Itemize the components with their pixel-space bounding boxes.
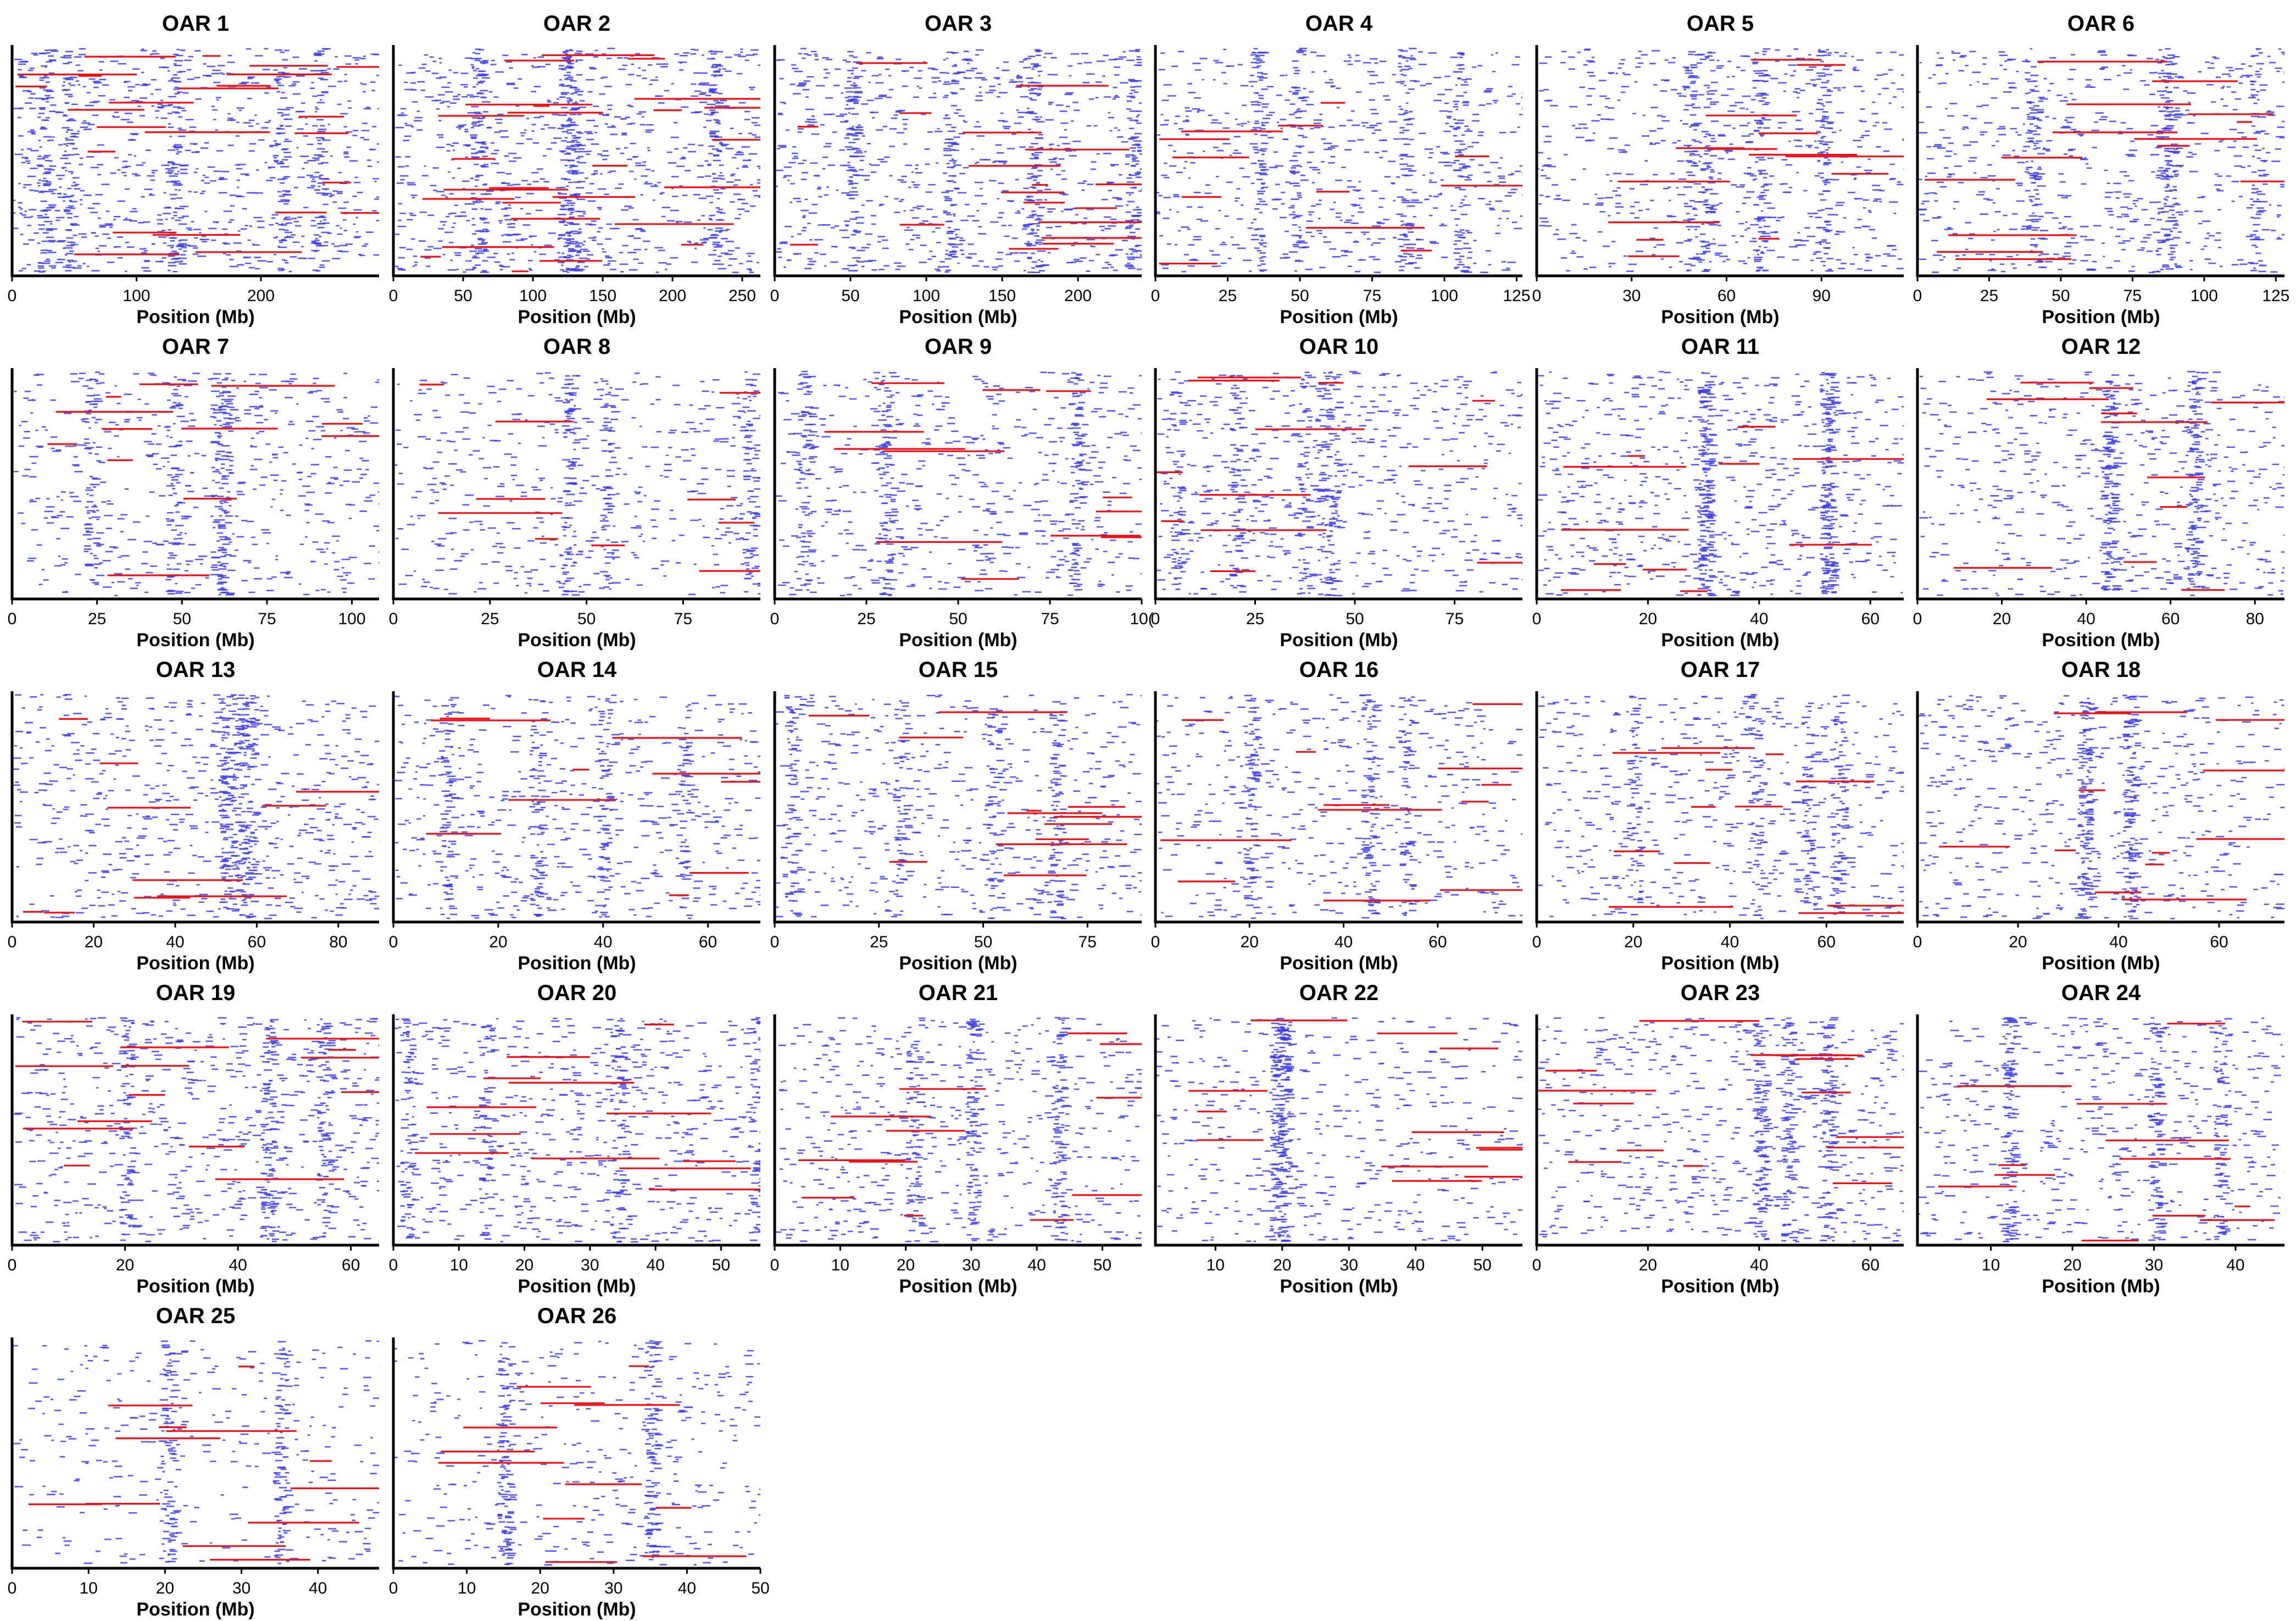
x-tick-label: 25 bbox=[1219, 287, 1237, 305]
chromosome-panel: OAR 4 0 25 50 75 100 125 Position (Mb) bbox=[1151, 12, 1531, 327]
x-tick-label: 50 bbox=[841, 287, 859, 305]
x-tick-label: 200 bbox=[247, 287, 275, 305]
chromosome-panel: OAR 2 0 50 100 150 200 250 Position (Mb) bbox=[389, 12, 760, 327]
segment-layer bbox=[775, 48, 1142, 274]
x-tick-label: 100 bbox=[123, 287, 150, 305]
chromosome-panel: OAR 3 0 50 100 150 200 Position (Mb) bbox=[770, 12, 1142, 327]
x-axis-label: Position (Mb) bbox=[136, 307, 254, 327]
panel-title: OAR 1 bbox=[162, 12, 229, 36]
x-tick-label: 75 bbox=[1363, 287, 1381, 305]
x-tick-label: 0 bbox=[1151, 287, 1160, 305]
x-tick-label: 0 bbox=[389, 287, 398, 305]
x-tick-label: 150 bbox=[589, 287, 616, 305]
x-tick-label: 200 bbox=[659, 287, 686, 305]
x-tick-label: 200 bbox=[1064, 287, 1092, 305]
x-tick-label: 0 bbox=[770, 287, 780, 305]
x-tick-label: 250 bbox=[729, 287, 756, 305]
x-tick-label: 50 bbox=[1291, 287, 1309, 305]
segment-layer bbox=[1156, 47, 1522, 274]
x-tick-label: 150 bbox=[988, 287, 1016, 305]
panel-title: OAR 5 bbox=[1687, 12, 1754, 36]
segment-layer bbox=[1537, 48, 1904, 273]
x-axis-label: Position (Mb) bbox=[518, 307, 636, 327]
x-axis-label: Position (Mb) bbox=[899, 307, 1017, 327]
chromosome-panel: OAR 1 0 100 200 Position (Mb) bbox=[8, 12, 379, 327]
x-tick-label: 0 bbox=[8, 287, 17, 305]
panel-title: OAR 4 bbox=[1305, 12, 1373, 36]
panel-title: OAR 2 bbox=[543, 12, 610, 36]
segment-layer bbox=[12, 48, 379, 273]
x-axis-label: Position (Mb) bbox=[1280, 307, 1398, 327]
x-tick-label: 50 bbox=[454, 287, 472, 305]
x-tick-label: 125 bbox=[1503, 287, 1530, 305]
panel-title: OAR 3 bbox=[925, 12, 992, 36]
x-tick-label: 100 bbox=[1431, 287, 1458, 305]
x-tick-label: 100 bbox=[519, 287, 547, 305]
segment-layer bbox=[394, 47, 760, 274]
x-tick-label: 100 bbox=[913, 287, 940, 305]
